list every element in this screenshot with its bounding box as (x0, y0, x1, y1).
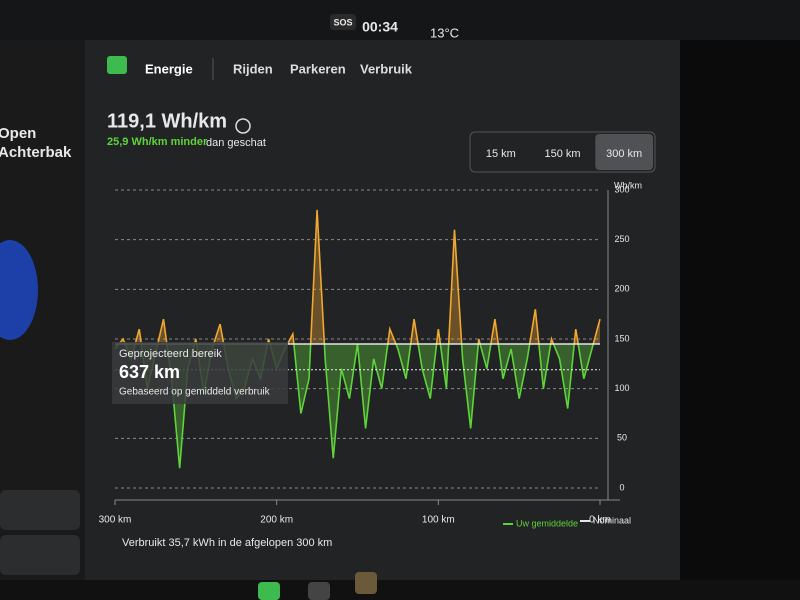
dock-energy-app[interactable] (258, 582, 280, 600)
range-button[interactable]: 300 km (606, 148, 642, 160)
x-tick-label: 200 km (260, 515, 293, 526)
y-tick-label: 250 (614, 234, 629, 244)
y-tick-label: 50 (617, 433, 627, 443)
range-button[interactable]: 150 km (544, 148, 580, 160)
range-button-selected[interactable] (595, 134, 653, 170)
tab[interactable]: Rijden (233, 61, 273, 76)
y-tick-label: 0 (619, 482, 624, 492)
tab[interactable]: Parkeren (290, 61, 346, 76)
difference-suffix: dan geschat (206, 137, 266, 149)
sos-badge[interactable] (330, 14, 356, 30)
legend-label: Nominaal (593, 515, 631, 525)
projection-label: Geprojecteerd bereik (119, 348, 222, 360)
projection-range: 637 km (119, 362, 180, 382)
status-bar (0, 0, 800, 40)
x-tick-label: 0 km (589, 515, 611, 526)
y-axis-label: Wh/km (614, 180, 642, 190)
footer: Verbruikt 35,7 kWh in de afgelopen 300 k… (122, 537, 332, 549)
time: 00:34 (362, 19, 398, 35)
x-tick-label: 100 km (422, 515, 455, 526)
car-image (0, 240, 38, 340)
search-button[interactable] (0, 535, 80, 575)
projection-box (112, 342, 288, 404)
y-tick-label: 300 (614, 184, 629, 194)
y-tick-label: 150 (614, 333, 629, 343)
dock-app[interactable] (355, 572, 377, 594)
trunk-status[interactable]: Open (0, 125, 36, 142)
trunk-label[interactable]: Achterbak (0, 144, 72, 161)
tab[interactable]: Energie (145, 61, 193, 76)
temperature: 13°C (430, 25, 459, 40)
energy-icon (107, 56, 127, 74)
chart: Wh/km 0 50 100 150 200 250 300 300 km 200 km 100 k… (99, 180, 642, 528)
tab[interactable]: Verbruik (360, 61, 413, 76)
y-tick-label: 200 (614, 284, 629, 294)
energy-panel (85, 40, 680, 580)
difference: 25,9 Wh/km minder (107, 136, 208, 148)
consumption: 119,1 Wh/km (107, 110, 227, 132)
legend-label: Uw gemiddelde (516, 518, 578, 528)
x-tick-label: 300 km (99, 515, 132, 526)
projection-note: Gebaseerd op gemiddeld verbruik (119, 387, 271, 398)
range-button[interactable]: 15 km (486, 148, 516, 160)
sos[interactable]: SOS (333, 17, 352, 27)
y-tick-label: 100 (614, 383, 629, 393)
line (118, 209, 601, 344)
dock (0, 580, 800, 600)
side-button[interactable] (0, 490, 80, 530)
info-icon[interactable] (235, 118, 251, 134)
dock-app[interactable] (308, 582, 330, 600)
